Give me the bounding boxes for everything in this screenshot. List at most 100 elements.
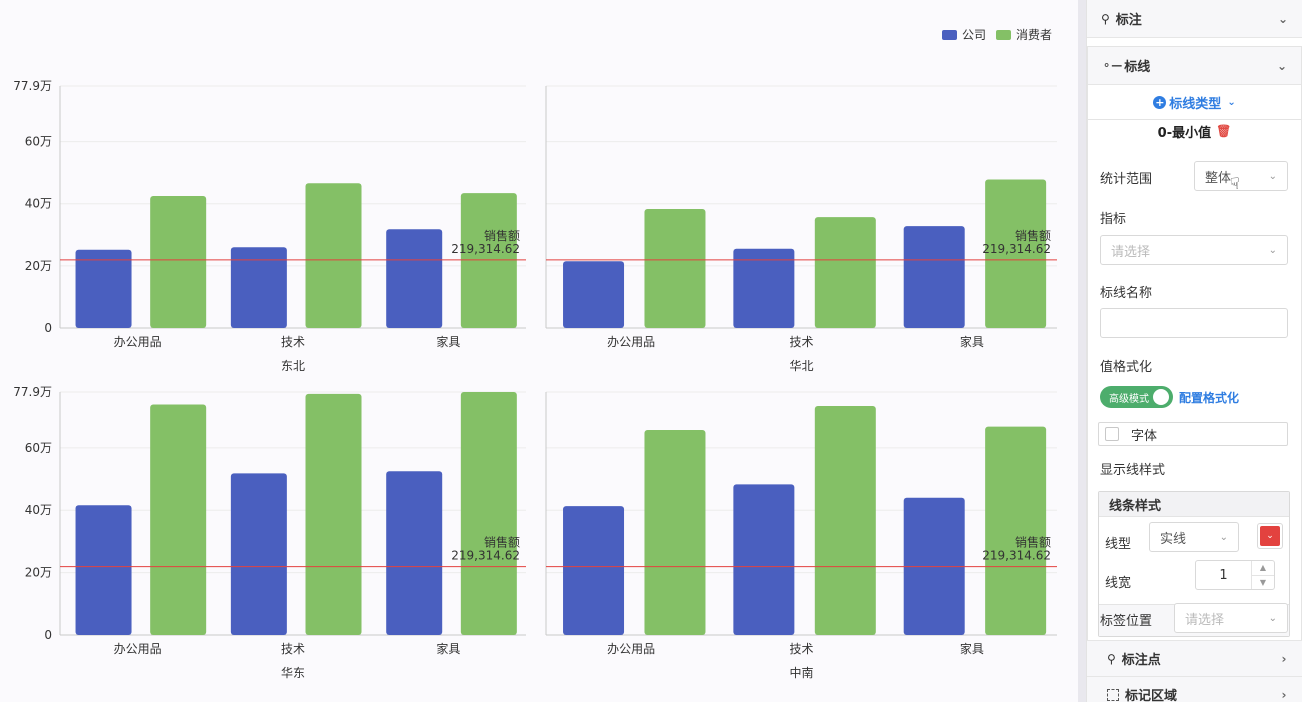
bar-consumer xyxy=(150,404,207,635)
reference-line-name: 销售额 xyxy=(484,535,520,550)
x-tick-label: 技术 xyxy=(281,335,305,349)
section-region-title: 标记区域 xyxy=(1125,689,1178,702)
stepper-buttons: ▲ ▼ xyxy=(1251,561,1274,589)
line-type-label: 线型 xyxy=(1105,537,1132,552)
bar-consumer xyxy=(460,193,517,328)
toggle-knob xyxy=(1153,389,1169,405)
settings-panel: ⚲ 标注 ⌄ ⚬— 标线 ⌄ + 标线类型 ⌄ 0-最小值 🗑 统计范围 整体 … xyxy=(1086,0,1302,702)
metric-select[interactable]: 请选择 ⌄ xyxy=(1100,235,1288,265)
show-line-style-label: 显示线样式 xyxy=(1100,463,1166,478)
chart-legend[interactable]: 公司 消费者 xyxy=(941,26,1052,43)
bar-company xyxy=(903,226,965,328)
reference-line-value: 219,314.62 xyxy=(982,549,1051,563)
section-point[interactable]: ⚲ 标注点 › xyxy=(1087,640,1302,676)
reference-line-value: 219,314.62 xyxy=(451,242,520,256)
bar-consumer xyxy=(985,179,1047,328)
bar-company xyxy=(733,484,795,635)
line-name-label: 标线名称 xyxy=(1100,286,1153,301)
refline-type-dropdown[interactable]: + 标线类型 ⌄ xyxy=(1088,85,1301,120)
x-tick-label: 技术 xyxy=(789,642,813,656)
label-position-select[interactable]: 请选择 ⌄ xyxy=(1174,603,1288,633)
x-tick-label: 技术 xyxy=(281,642,305,656)
legend-item-consumer[interactable]: 消费者 xyxy=(995,26,1052,43)
reference-line-name: 销售额 xyxy=(1015,228,1051,243)
chevron-down-icon: ⌄ xyxy=(1219,531,1228,543)
bar-company xyxy=(230,247,287,328)
section-refline[interactable]: ⚬— 标线 ⌄ xyxy=(1088,46,1301,85)
y-tick-label: 60万 xyxy=(25,135,52,149)
x-tick-label: 家具 xyxy=(960,334,984,349)
refline-section: ⚬— 标线 ⌄ + 标线类型 ⌄ 0-最小值 🗑 统计范围 整体 ⌄ ☟ 指标 … xyxy=(1087,46,1302,652)
font-row[interactable]: 字体 xyxy=(1098,422,1288,446)
plus-circle-icon: + xyxy=(1153,95,1167,109)
section-point-title: 标注点 xyxy=(1121,653,1161,668)
line-style-title: 线条样式 xyxy=(1099,492,1289,517)
line-width-value[interactable]: 1 xyxy=(1219,567,1228,583)
refline-item-title-row: 0-最小值 🗑 xyxy=(1088,120,1301,142)
chevron-down-icon[interactable]: ⌄ xyxy=(1277,11,1289,26)
bar-company xyxy=(563,261,625,328)
line-color-picker[interactable]: ⌄ xyxy=(1257,523,1283,549)
y-tick-label: 0 xyxy=(44,628,52,642)
x-tick-label: 家具 xyxy=(436,334,460,349)
bar-company xyxy=(230,473,287,635)
metric-label: 指标 xyxy=(1100,212,1127,227)
line-name-input[interactable] xyxy=(1100,308,1288,338)
chart-area: 0 20万 40万 60万 77.9万 办公用品 技术 家具 销售额 219,314.62 东北 办公… xyxy=(13,26,1057,680)
stepper-up-icon[interactable]: ▲ xyxy=(1252,561,1274,576)
bar-consumer xyxy=(644,430,706,635)
line-width-stepper[interactable]: 1 ▲ ▼ xyxy=(1195,560,1275,590)
legend-item-company[interactable]: 公司 xyxy=(941,26,986,43)
facet-title: 华东 xyxy=(281,666,305,680)
bar-company xyxy=(386,229,443,328)
metric-select-placeholder: 请选择 xyxy=(1111,244,1151,260)
bar-consumer xyxy=(814,406,876,635)
section-region[interactable]: 标记区域 › xyxy=(1087,676,1302,702)
location-pin-icon: ⚲ xyxy=(1107,651,1116,666)
format-controls: 高级模式 配置格式化 xyxy=(1100,386,1239,408)
label-position-placeholder: 请选择 xyxy=(1185,612,1225,628)
legend-swatch-consumer xyxy=(995,29,1011,40)
bar-consumer xyxy=(460,392,517,635)
bar-company xyxy=(75,505,132,635)
config-format-link[interactable]: 配置格式化 xyxy=(1179,390,1240,405)
chevron-right-icon[interactable]: › xyxy=(1281,687,1287,702)
range-select[interactable]: 整体 ⌄ xyxy=(1194,161,1288,191)
y-tick-label: 77.9万 xyxy=(13,79,52,93)
bar-company xyxy=(75,249,132,328)
advanced-mode-toggle[interactable]: 高级模式 xyxy=(1100,386,1173,408)
font-label: 字体 xyxy=(1131,428,1158,444)
refline-item-title: 0-最小值 xyxy=(1157,125,1212,141)
chevron-right-icon[interactable]: › xyxy=(1281,651,1287,666)
format-label: 值格式化 xyxy=(1100,360,1153,375)
bar-company xyxy=(386,471,443,635)
section-annotation-title: 标注 xyxy=(1115,13,1142,28)
x-tick-label: 办公用品 xyxy=(114,641,162,656)
dashed-square-icon xyxy=(1107,688,1119,701)
trash-icon[interactable]: 🗑 xyxy=(1216,124,1232,138)
section-annotation[interactable]: ⚲ 标注 ⌄ xyxy=(1087,0,1302,38)
bar-consumer xyxy=(644,209,706,328)
chevron-down-icon: ⌄ xyxy=(1227,96,1236,108)
y-tick-label: 77.9万 xyxy=(13,385,52,399)
stepper-down-icon[interactable]: ▼ xyxy=(1259,577,1267,587)
facet-title: 东北 xyxy=(281,359,305,373)
range-select-value: 整体 xyxy=(1205,170,1232,186)
reference-line-name: 销售额 xyxy=(484,228,520,243)
x-tick-label: 家具 xyxy=(436,641,460,656)
refline-item-title-wrap: 0-最小值 🗑 xyxy=(1151,121,1238,141)
bar-company xyxy=(733,248,795,328)
chevron-down-icon[interactable]: ⌄ xyxy=(1276,58,1288,73)
bar-consumer xyxy=(305,393,362,635)
y-tick-label: 40万 xyxy=(25,197,52,211)
y-tick-label: 20万 xyxy=(25,259,52,273)
reference-line-value: 219,314.62 xyxy=(982,242,1051,256)
y-tick-label: 20万 xyxy=(25,566,52,580)
panel-divider[interactable] xyxy=(1078,0,1086,702)
y-tick-label: 60万 xyxy=(25,441,52,455)
line-type-select[interactable]: 实线 ⌄ xyxy=(1149,522,1239,552)
bar-consumer xyxy=(150,195,207,328)
bar-company xyxy=(563,506,625,635)
font-checkbox[interactable] xyxy=(1105,427,1119,441)
